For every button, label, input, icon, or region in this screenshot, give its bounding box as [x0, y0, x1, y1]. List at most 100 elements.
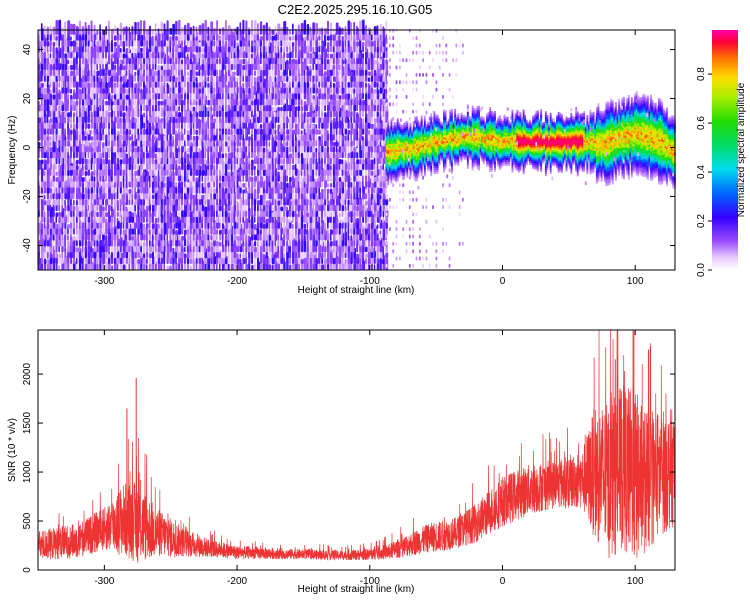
heatmap-cell [96, 263, 99, 270]
heatmap-cell [286, 134, 290, 141]
heatmap-cell [90, 105, 93, 112]
heatmap-cell [204, 175, 207, 182]
heatmap-cell [105, 187, 108, 194]
heatmap-cell [274, 129, 277, 135]
heatmap-cell [341, 36, 344, 41]
heatmap-cell [189, 234, 192, 241]
heatmap-cell [67, 186, 70, 194]
heatmap-cell [210, 141, 214, 147]
heatmap-cell [367, 112, 371, 118]
heatmap-cell [125, 48, 129, 53]
heatmap-cell [312, 105, 315, 112]
heatmap-cell [128, 129, 131, 135]
heatmap-cell [73, 33, 76, 41]
heatmap-cell [76, 263, 78, 270]
heatmap-cell [73, 89, 76, 94]
heatmap-cell [169, 251, 172, 259]
heatmap-cell [233, 28, 237, 35]
heatmap-cell [58, 130, 62, 135]
heatmap-cell [303, 198, 307, 206]
heatmap-cell [230, 228, 233, 235]
heatmap-cell [341, 136, 344, 141]
heatmap-cell [280, 165, 284, 170]
heatmap-cell [178, 128, 180, 135]
heatmap-cell [67, 240, 70, 247]
heatmap-cell [347, 199, 350, 206]
heatmap-cell [338, 58, 341, 65]
heatmap-cell [242, 58, 246, 65]
heatmap-cell [312, 112, 316, 118]
heatmap-cell [395, 205, 398, 210]
heatmap-cell [327, 188, 330, 194]
heatmap-cell [181, 27, 184, 35]
heatmap-cell [81, 50, 84, 59]
heatmap-cell [277, 192, 281, 200]
heatmap-cell [350, 235, 353, 241]
heatmap-cell [137, 21, 140, 35]
heatmap-cell [154, 23, 157, 35]
heatmap-cell [347, 75, 350, 82]
heatmap-cell [327, 59, 329, 65]
heatmap-cell [216, 20, 218, 35]
heatmap-cell [64, 199, 66, 206]
heatmap-cell [52, 187, 55, 194]
heatmap-cell [367, 223, 371, 229]
heatmap-cell [87, 123, 90, 129]
heatmap-cell [99, 188, 102, 194]
heatmap-cell [119, 147, 122, 153]
heatmap-cell [58, 151, 61, 159]
heatmap-cell [359, 263, 362, 270]
heatmap-cell [251, 53, 253, 59]
heatmap-cell [55, 171, 58, 176]
heatmap-cell [105, 235, 108, 241]
heatmap-cell [195, 112, 199, 118]
heatmap-cell [105, 75, 108, 82]
heatmap-cell [332, 240, 336, 247]
heatmap-cell [315, 258, 319, 265]
heatmap-cell [90, 141, 94, 147]
heatmap-cell [370, 81, 374, 88]
heatmap-cell [87, 197, 90, 206]
heatmap-cell [143, 134, 146, 141]
heatmap-cell [324, 105, 327, 112]
heatmap-cell [376, 87, 379, 94]
heatmap-cell [146, 152, 149, 159]
heatmap-cell [248, 235, 250, 241]
heatmap-cell [259, 194, 262, 200]
heatmap-cell [90, 182, 94, 188]
heatmap-cell [207, 118, 209, 124]
heatmap-cell [242, 183, 246, 188]
heatmap-cell [49, 89, 52, 94]
heatmap-cell [151, 169, 155, 176]
heatmap-cell [125, 94, 129, 100]
heatmap-cell [189, 58, 192, 65]
heatmap-cell [389, 227, 391, 232]
heatmap-cell [151, 177, 154, 182]
heatmap-cell [370, 236, 373, 241]
heatmap-cell [119, 59, 122, 65]
heatmap-cell [300, 22, 304, 35]
heatmap-cell [370, 129, 374, 135]
heatmap-cell [277, 23, 281, 35]
heatmap-cell [178, 19, 181, 35]
heatmap-cell [362, 57, 364, 65]
heatmap-cell [332, 105, 336, 112]
heatmap-cell [125, 206, 128, 212]
heatmap-cell [341, 87, 345, 94]
heatmap-cell [259, 36, 263, 41]
heatmap-cell [330, 182, 332, 188]
heatmap-cell [312, 94, 315, 100]
heatmap-cell [224, 64, 227, 71]
heatmap-cell [385, 43, 388, 48]
heatmap-cell [213, 228, 217, 235]
heatmap-cell [315, 204, 319, 212]
heatmap-cell [122, 112, 126, 118]
heatmap-cell [350, 182, 353, 188]
heatmap-cell [52, 199, 56, 206]
heatmap-cell [385, 102, 388, 107]
heatmap-cell [49, 156, 53, 165]
heatmap-cell [373, 122, 376, 129]
heatmap-cell [344, 199, 347, 206]
heatmap-cell [105, 109, 109, 118]
heatmap-cell [219, 130, 222, 135]
